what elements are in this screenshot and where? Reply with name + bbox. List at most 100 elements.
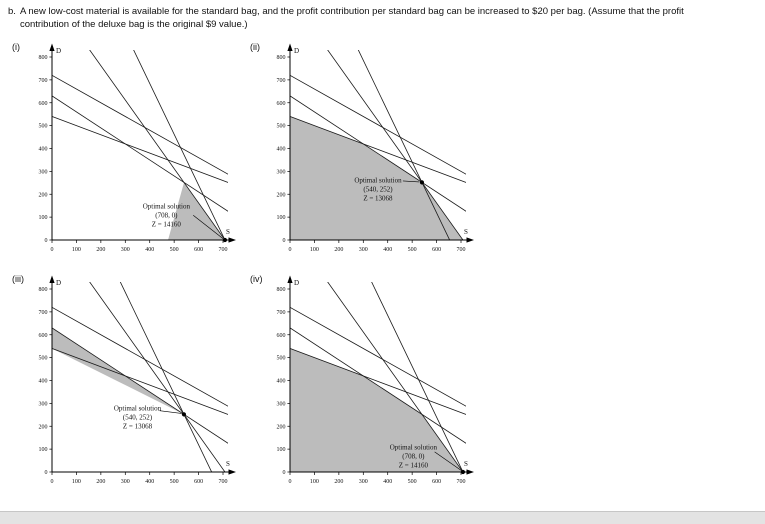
svg-text:500: 500	[170, 479, 179, 485]
constraint-line-3	[52, 116, 228, 183]
chart-iii: D S 0 100 200 300 400 500 600 700 800 0 100 200 300 400…	[39, 275, 236, 485]
chart-label-i: (i)	[12, 42, 20, 52]
svg-text:700: 700	[277, 78, 286, 84]
footer-bar	[0, 511, 765, 524]
constraint-line-2	[52, 74, 228, 175]
svg-text:400: 400	[277, 379, 286, 385]
feasible-region	[290, 116, 463, 240]
svg-text:400: 400	[145, 479, 154, 485]
svg-text:400: 400	[145, 247, 154, 253]
svg-text:0: 0	[51, 247, 54, 253]
svg-text:800: 800	[277, 287, 286, 293]
problem-text: A new low-cost material is available for…	[19, 6, 684, 31]
svg-text:100: 100	[72, 479, 81, 485]
svg-text:300: 300	[39, 401, 48, 407]
optimal-point-dot	[419, 180, 425, 185]
constraint-line-1	[52, 95, 228, 212]
optimal-pointer	[193, 215, 224, 239]
svg-text:200: 200	[96, 479, 105, 485]
optimal-pointer	[434, 451, 462, 471]
optimal-point-dot	[460, 469, 466, 475]
objective-line	[357, 50, 451, 240]
chart-cell-i: (i) D S 0 100 200 300 400 500 600 700 800 0 100 200 30…	[10, 38, 248, 270]
constraint-line-1	[52, 327, 228, 444]
svg-text:700: 700	[219, 479, 228, 485]
svg-text:200: 200	[39, 424, 48, 430]
svg-text:800: 800	[39, 287, 48, 293]
svg-text:100: 100	[39, 447, 48, 453]
svg-text:200: 200	[277, 424, 286, 430]
svg-text:0: 0	[283, 238, 286, 244]
svg-text:400: 400	[383, 247, 392, 253]
svg-text:200: 200	[334, 247, 343, 253]
svg-text:S: S	[464, 460, 468, 468]
svg-text:100: 100	[72, 247, 81, 253]
optimal-annotation-line: Optimal solution	[390, 444, 438, 452]
svg-text:300: 300	[359, 479, 368, 485]
svg-text:D: D	[294, 279, 299, 287]
svg-text:0: 0	[289, 247, 292, 253]
constraint-line-2	[52, 306, 228, 407]
svg-text:0: 0	[51, 479, 54, 485]
optimal-annotation-line: Optimal solution	[354, 176, 402, 184]
chart-label-ii: (ii)	[250, 42, 260, 52]
svg-text:S: S	[226, 460, 230, 468]
svg-text:400: 400	[39, 147, 48, 153]
svg-text:500: 500	[277, 124, 286, 130]
svg-text:400: 400	[277, 147, 286, 153]
svg-text:300: 300	[277, 169, 286, 175]
svg-text:100: 100	[277, 447, 286, 453]
svg-text:500: 500	[277, 356, 286, 362]
svg-text:600: 600	[432, 247, 441, 253]
objective-line	[371, 282, 464, 472]
svg-text:100: 100	[39, 215, 48, 221]
svg-text:700: 700	[39, 310, 48, 316]
svg-text:600: 600	[277, 333, 286, 339]
optimal-pointer	[402, 180, 420, 183]
feasible-region	[290, 348, 463, 472]
constraint-line-3	[290, 348, 466, 415]
svg-text:100: 100	[310, 479, 319, 485]
constraint-line-4	[89, 282, 226, 472]
svg-text:400: 400	[383, 479, 392, 485]
optimal-annotation-line: Z = 14160	[399, 462, 429, 470]
svg-text:100: 100	[310, 247, 319, 253]
optimal-point-dot	[181, 412, 187, 417]
optimal-annotation-line: (708, 0)	[155, 211, 178, 219]
constraint-line-4	[89, 50, 226, 240]
optimal-pointer	[159, 410, 182, 414]
svg-text:0: 0	[45, 238, 48, 244]
svg-text:300: 300	[39, 169, 48, 175]
svg-text:D: D	[294, 47, 299, 55]
svg-text:200: 200	[334, 479, 343, 485]
optimal-annotation-line: Z = 13068	[363, 194, 393, 202]
optimal-annotation-line: Z = 14160	[152, 220, 182, 228]
constraint-line-1	[290, 327, 466, 444]
svg-text:400: 400	[39, 379, 48, 385]
svg-text:700: 700	[39, 78, 48, 84]
svg-text:500: 500	[39, 356, 48, 362]
constraint-line-4	[327, 282, 464, 472]
optimal-annotation-line: (708, 0)	[402, 453, 425, 461]
svg-text:300: 300	[121, 479, 130, 485]
svg-text:200: 200	[96, 247, 105, 253]
constraint-line-2	[290, 306, 466, 407]
svg-text:800: 800	[277, 55, 286, 61]
svg-text:700: 700	[219, 247, 228, 253]
chart-cell-iii: (iii) D S 0 100 200 300 400 500 600 700 800 0 100 200…	[10, 270, 248, 502]
chart-cell-ii: (ii) D S 0 100 200 300 400 500 600 700 800 0 100 200 3…	[248, 38, 486, 270]
problem-statement: b. A new low-cost material is available …	[8, 5, 732, 32]
svg-text:600: 600	[277, 101, 286, 107]
svg-text:S: S	[464, 228, 468, 236]
svg-text:300: 300	[277, 401, 286, 407]
svg-text:300: 300	[359, 247, 368, 253]
svg-text:300: 300	[121, 247, 130, 253]
constraint-line-3	[52, 348, 228, 415]
problem-marker: b.	[8, 6, 16, 17]
constraint-line-4	[327, 50, 464, 240]
optimal-point-dot	[222, 237, 228, 243]
svg-text:600: 600	[39, 101, 48, 107]
svg-text:0: 0	[45, 470, 48, 476]
optimal-annotation-line: Z = 13068	[123, 423, 153, 431]
